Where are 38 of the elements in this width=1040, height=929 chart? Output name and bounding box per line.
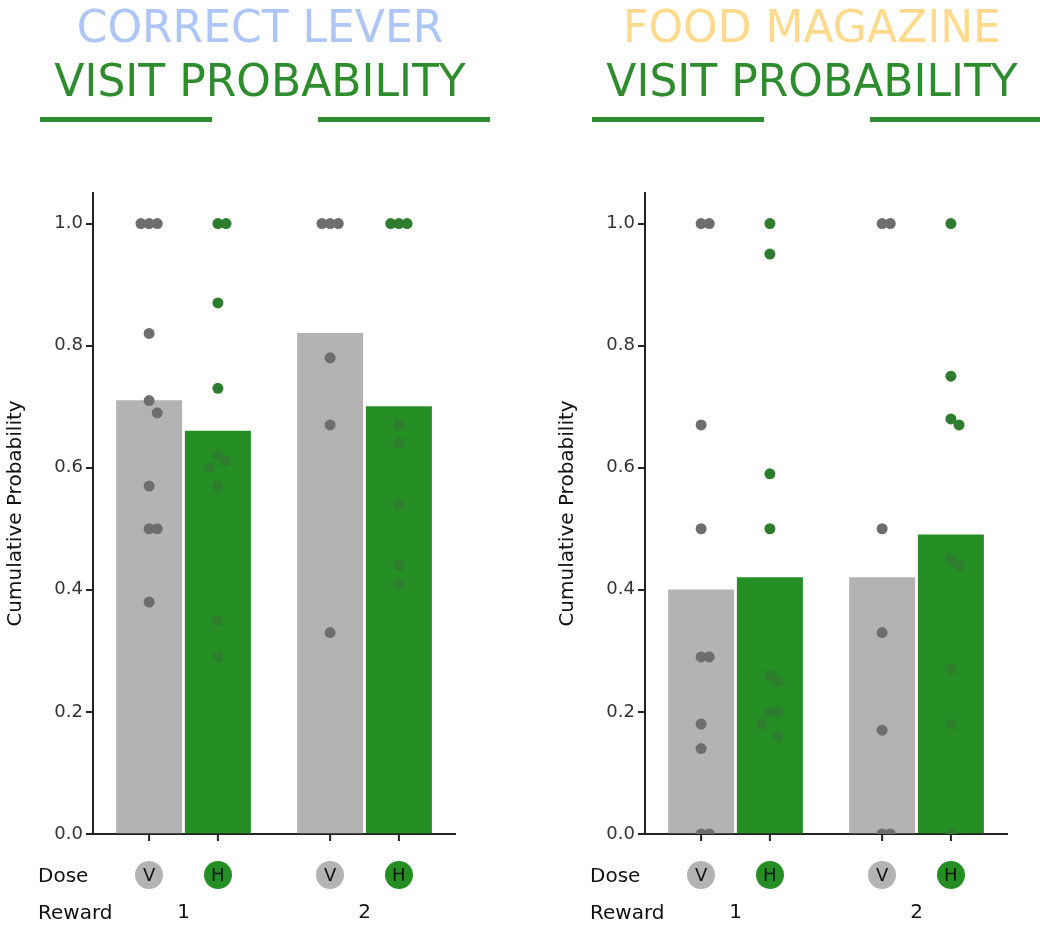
- text: Dose: [590, 863, 641, 887]
- chart-subtitle: VISIT PROBABILITY: [53, 55, 467, 106]
- chart-title: FOOD MAGAZINE: [622, 1, 1002, 52]
- text: Dose: [38, 863, 89, 887]
- text: H: [392, 864, 406, 885]
- y-axis-title: Cumulative Probability: [554, 400, 579, 627]
- text: H: [944, 864, 958, 885]
- y-tick-label: 0.2: [606, 699, 635, 721]
- text: V: [875, 864, 889, 885]
- y-tick-label: 0.8: [606, 333, 635, 355]
- bar: [736, 577, 803, 834]
- y-tick-label: 0.6: [54, 455, 83, 477]
- bar: [917, 534, 984, 834]
- y-tick-label: 0.0: [54, 821, 83, 843]
- y-tick-label: 0.6: [606, 455, 635, 477]
- bar: [297, 333, 364, 834]
- y-axis-title: Cumulative Probability: [2, 400, 27, 627]
- x-axis-title: Reward: [590, 900, 665, 924]
- y-tick-label: 0.8: [54, 333, 83, 355]
- bar: [365, 406, 432, 834]
- x-tick-label: 1: [729, 899, 742, 924]
- bar: [184, 430, 251, 834]
- x-tick-label: 1: [177, 899, 190, 924]
- y-tick-label: 0.0: [606, 821, 635, 843]
- bar: [849, 577, 916, 834]
- chart-title: CORRECT LEVER: [75, 1, 445, 52]
- chart-subtitle: VISIT PROBABILITY: [605, 55, 1019, 106]
- x-tick-label: 2: [358, 899, 371, 924]
- text: V: [323, 864, 337, 885]
- y-tick-label: 0.4: [54, 577, 83, 599]
- x-tick-label: 2: [910, 899, 923, 924]
- bar: [116, 400, 183, 834]
- y-tick-label: 0.2: [54, 699, 83, 721]
- y-tick-label: 0.4: [606, 577, 635, 599]
- bar: [668, 589, 735, 834]
- x-axis-title: Reward: [38, 900, 113, 924]
- y-tick-label: 1.0: [54, 211, 83, 233]
- y-tick-label: 1.0: [606, 211, 635, 233]
